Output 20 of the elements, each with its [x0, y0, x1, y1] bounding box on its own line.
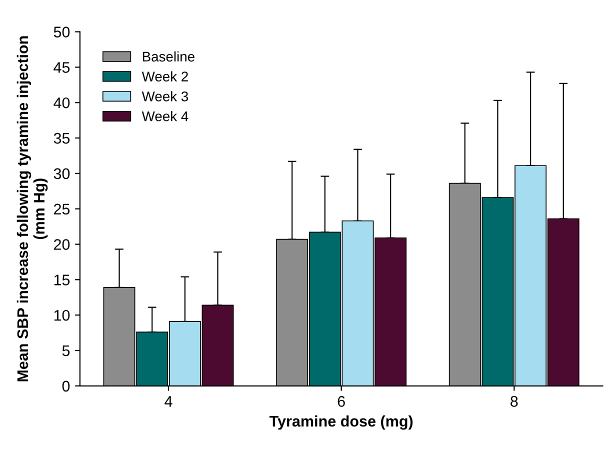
- y-tick-label: 10: [54, 310, 70, 321]
- y-tick-label: 35: [54, 132, 70, 144]
- x-axis-title: Tyramine dose (mg): [269, 415, 413, 430]
- y-tick-label: 0: [62, 380, 70, 392]
- y-tick-label: 40: [54, 97, 70, 108]
- y-tick-label: 5: [62, 346, 70, 356]
- y-tick-label: 20: [54, 239, 70, 250]
- legend-label: Week 4: [142, 111, 188, 122]
- y-axis-title: Mean SBP increase following tyramine injection (mm Hg): [16, 36, 48, 382]
- y-tick-label: 45: [54, 62, 70, 73]
- legend-label: Week 3: [142, 91, 188, 102]
- y-tick-label: 25: [54, 204, 70, 215]
- legend-label: Baseline: [142, 51, 194, 62]
- y-tick-label: 15: [54, 274, 70, 286]
- x-tick-label: 6: [338, 396, 345, 407]
- legend-label: Week 2: [142, 71, 188, 82]
- x-tick-label: 8: [510, 396, 518, 407]
- y-tick-label: 50: [54, 26, 70, 38]
- y-tick-label: 30: [54, 168, 70, 180]
- x-tick-label: 4: [164, 396, 172, 407]
